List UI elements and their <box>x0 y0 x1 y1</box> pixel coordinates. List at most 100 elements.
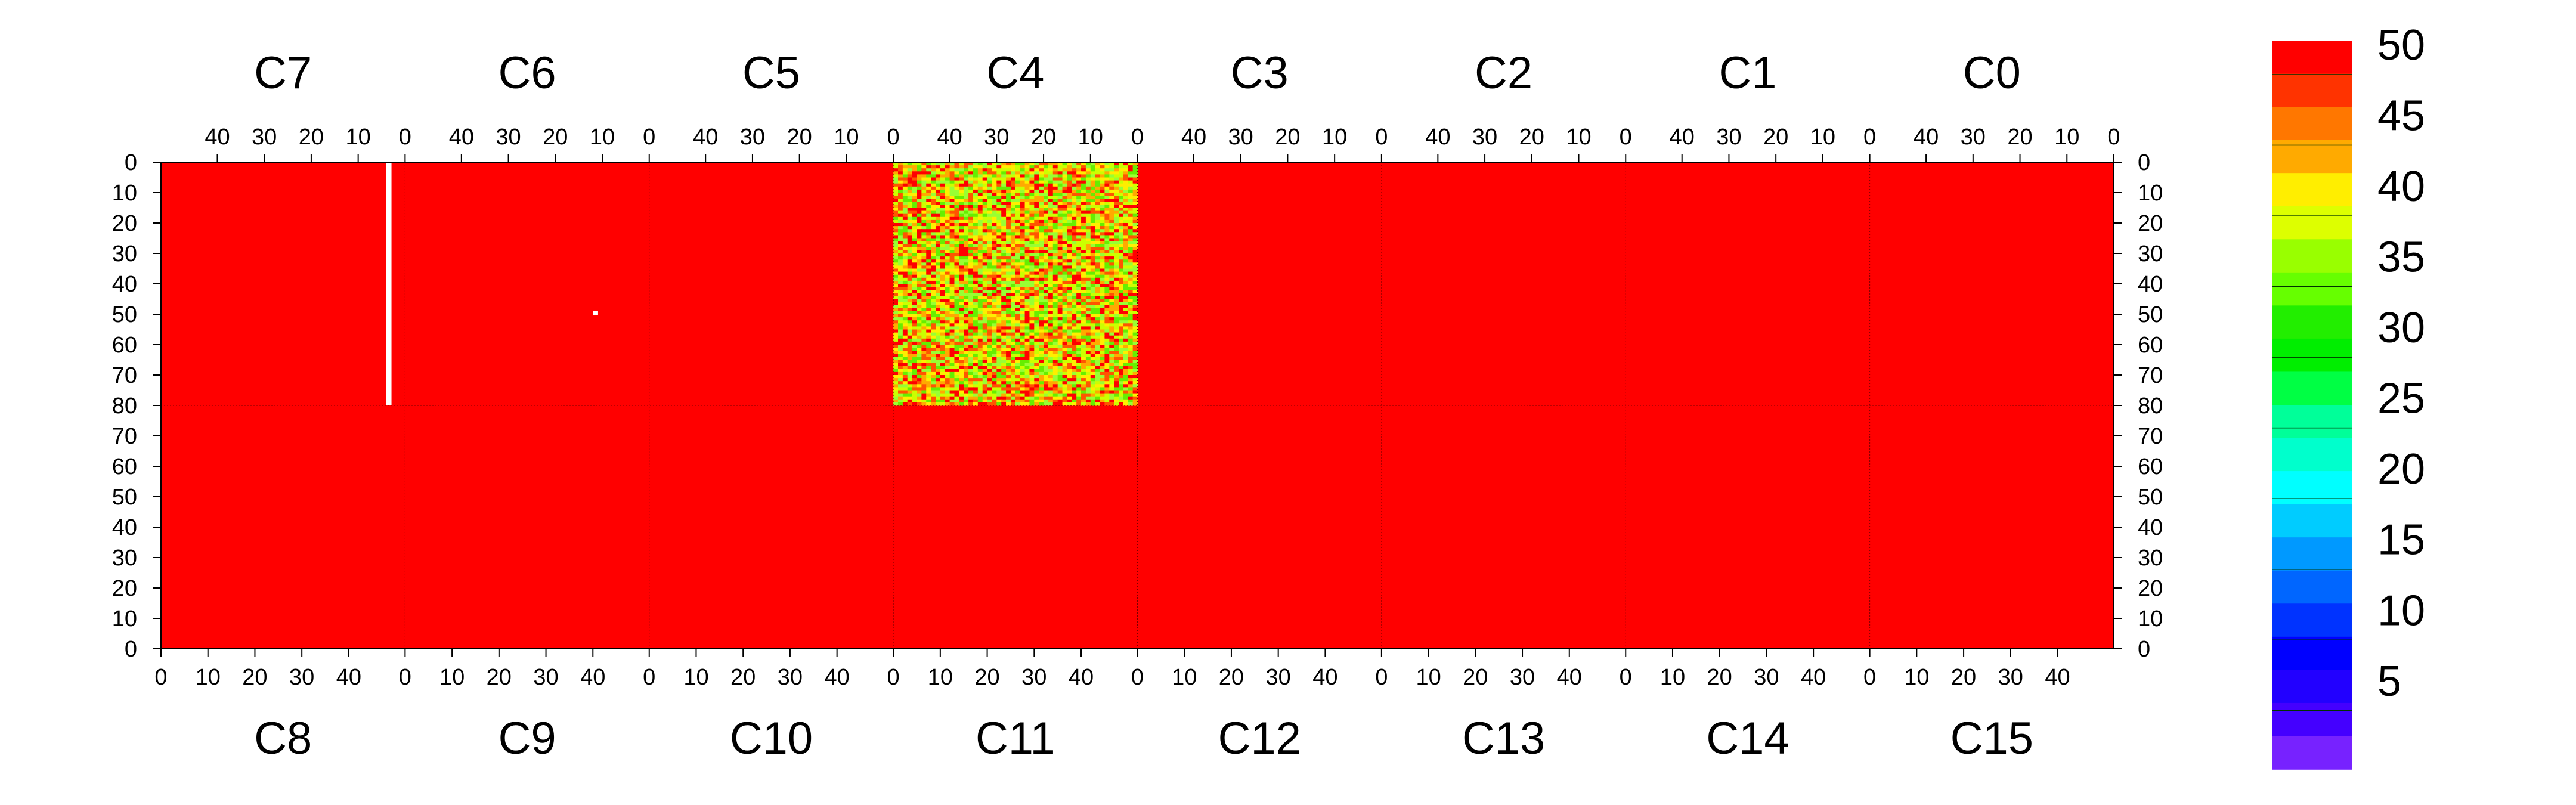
heatmap-cell <box>1076 371 1082 376</box>
heatmap-cell <box>1020 381 1026 385</box>
colorbar-segment <box>2272 736 2352 770</box>
heatmap-cell <box>1076 247 1082 251</box>
heatmap-cell <box>1104 186 1110 190</box>
heatmap-cell <box>1128 317 1134 321</box>
heatmap-cell <box>1029 186 1035 190</box>
heatmap-cell <box>959 180 964 184</box>
heatmap-cell <box>893 274 899 278</box>
heatmap-cell <box>912 360 918 364</box>
heatmap-cell <box>973 293 979 296</box>
heatmap-cell <box>1034 305 1039 309</box>
heatmap-cell <box>1081 308 1086 312</box>
heatmap-cell <box>1057 338 1063 342</box>
heatmap-cell <box>945 213 950 218</box>
heatmap-cell <box>945 305 950 309</box>
heatmap-cell <box>996 371 1002 376</box>
heatmap-cell <box>907 205 913 209</box>
heatmap-cell <box>917 250 922 254</box>
heatmap-cell <box>1090 277 1096 281</box>
heatmap-cell <box>917 171 922 175</box>
heatmap-cell <box>1029 390 1035 394</box>
heatmap-cell <box>1048 247 1054 251</box>
heatmap-cell <box>1044 280 1049 284</box>
heatmap-cell <box>1119 317 1124 321</box>
heatmap-cell <box>1001 186 1007 190</box>
heatmap-cell <box>977 335 983 339</box>
heatmap-cell <box>987 320 993 324</box>
heatmap-cell <box>1057 293 1063 296</box>
heatmap-cell <box>1044 256 1049 260</box>
heatmap-cell <box>1095 268 1101 273</box>
heatmap-cell <box>1076 216 1082 221</box>
heatmap-cell <box>1081 232 1086 236</box>
top-x-tick-label: 10 <box>1566 125 1591 150</box>
heatmap-cell <box>1062 360 1068 364</box>
heatmap-cell <box>1100 235 1105 239</box>
heatmap-cell <box>1029 213 1035 218</box>
heatmap-cell <box>1062 250 1068 254</box>
heatmap-cell <box>1020 180 1026 184</box>
heatmap-cell <box>1109 308 1114 312</box>
heatmap-cell <box>964 280 969 284</box>
heatmap-cell <box>964 390 969 394</box>
heatmap-cell <box>977 271 983 275</box>
heatmap-cell <box>992 284 997 287</box>
heatmap-cell <box>1085 202 1091 205</box>
top-chip-label: C4 <box>986 48 1044 98</box>
heatmap-cell <box>1100 369 1105 373</box>
heatmap-cell <box>977 317 983 321</box>
heatmap-cell <box>992 238 997 242</box>
heatmap-cell <box>1132 226 1138 230</box>
heatmap-cell <box>973 210 979 215</box>
heatmap-cell <box>907 323 913 327</box>
heatmap-cell <box>982 193 988 196</box>
heatmap-cell <box>977 375 983 379</box>
heatmap-cell <box>921 360 927 364</box>
heatmap-cell <box>987 232 993 236</box>
heatmap-cell <box>1062 399 1068 403</box>
heatmap-cell <box>917 183 922 187</box>
heatmap-cell <box>1081 332 1086 336</box>
heatmap-cell <box>1132 223 1138 227</box>
heatmap-cell <box>1104 345 1110 348</box>
heatmap-cell <box>1062 213 1068 218</box>
heatmap-cell <box>1001 326 1007 330</box>
heatmap-cell <box>1052 199 1058 202</box>
heatmap-cell <box>1057 326 1063 330</box>
heatmap-cell <box>917 235 922 239</box>
heatmap-cell <box>1067 314 1072 318</box>
heatmap-cell <box>935 162 941 166</box>
heatmap-cell <box>1052 323 1058 327</box>
heatmap-cell <box>1085 235 1091 239</box>
heatmap-cell <box>1048 186 1054 190</box>
heatmap-cell <box>1128 223 1134 227</box>
heatmap-cell <box>940 311 946 315</box>
heatmap-cell <box>1072 308 1077 312</box>
heatmap-cell <box>940 369 946 373</box>
heatmap-cell <box>1057 341 1063 345</box>
heatmap-cell <box>996 223 1002 227</box>
heatmap-cell <box>1015 396 1021 400</box>
heatmap-cell <box>1001 244 1007 248</box>
heatmap-cell <box>1015 326 1021 330</box>
heatmap-cell <box>912 311 918 315</box>
heatmap-cell <box>1020 387 1026 391</box>
heatmap-cell <box>935 308 941 312</box>
heatmap-cell <box>1072 363 1077 367</box>
heatmap-cell <box>1044 287 1049 290</box>
heatmap-cell <box>893 226 899 230</box>
heatmap-cell <box>1062 262 1068 266</box>
heatmap-cell <box>1072 345 1077 348</box>
heatmap-cell <box>949 253 955 257</box>
heatmap-cell <box>945 335 950 339</box>
heatmap-cell <box>1044 183 1049 187</box>
heatmap-cell <box>1119 320 1124 324</box>
heatmap-cell <box>973 223 979 227</box>
heatmap-cell <box>935 189 941 193</box>
heatmap-cell <box>1020 165 1026 169</box>
heatmap-cell <box>996 265 1002 270</box>
heatmap-cell <box>1015 196 1021 199</box>
heatmap-cell <box>964 317 969 321</box>
heatmap-cell <box>898 399 903 403</box>
heatmap-cell <box>921 329 927 333</box>
